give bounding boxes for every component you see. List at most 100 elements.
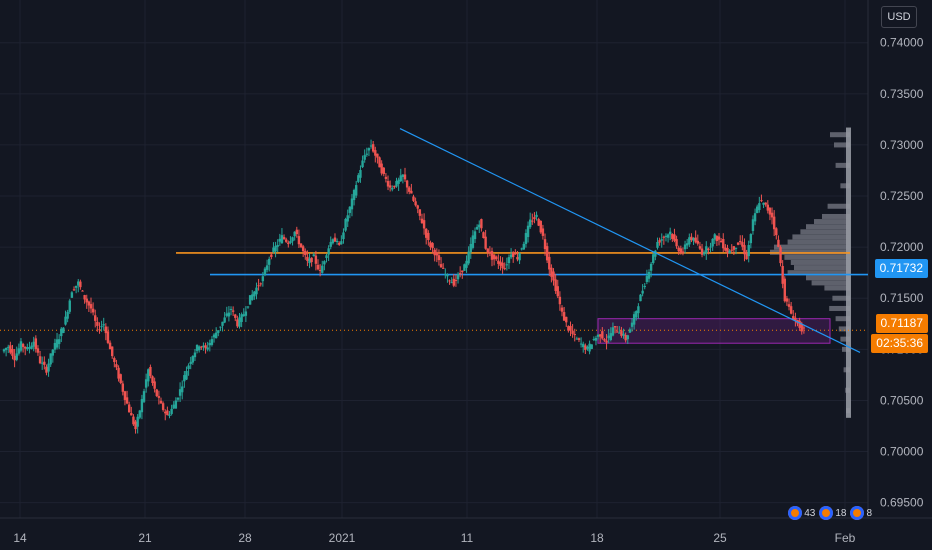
candle-body	[91, 308, 95, 313]
candle-body	[702, 252, 706, 255]
candle-body	[722, 238, 725, 249]
candle-body	[728, 250, 731, 254]
candle-body	[726, 248, 729, 254]
candle-body	[68, 300, 71, 312]
candle-body	[386, 181, 390, 187]
x-tick-label: 25	[713, 531, 727, 545]
candle-body	[637, 306, 640, 314]
candle-body	[130, 412, 133, 416]
candle-body	[785, 298, 789, 302]
candle-body	[325, 255, 328, 259]
candle-body	[274, 245, 277, 252]
candle-body	[711, 238, 714, 247]
event-badge[interactable]: 43	[788, 506, 815, 520]
candle-body	[287, 242, 290, 245]
candle-body	[57, 339, 61, 345]
event-badge[interactable]: 18	[819, 506, 846, 520]
candle-body	[149, 366, 152, 376]
candle-body	[172, 404, 175, 409]
candle-body	[151, 376, 154, 384]
candle-body	[441, 267, 445, 269]
candle-body	[98, 329, 101, 331]
candle-body	[121, 383, 125, 392]
trendline	[399, 128, 861, 353]
candle-body	[560, 307, 564, 312]
candle-body	[321, 265, 324, 273]
candle-body	[301, 246, 305, 252]
candle-body	[764, 202, 767, 205]
event-badges[interactable]: 43 18 8	[788, 506, 872, 520]
volume-profile-bar	[792, 234, 850, 240]
candle-body	[295, 229, 298, 235]
candle-body	[352, 189, 356, 201]
candle-body	[446, 274, 449, 277]
candle-body	[713, 234, 716, 240]
candle-body	[125, 397, 129, 404]
candle-body	[380, 163, 383, 174]
candle-body	[698, 246, 702, 249]
candle-body	[480, 219, 483, 229]
candle-body	[541, 228, 545, 236]
volume-profile-bar	[774, 244, 850, 250]
candle-body	[526, 225, 530, 238]
candle-body	[607, 335, 610, 339]
candle-body	[384, 176, 388, 179]
currency-button[interactable]: USD	[881, 6, 917, 28]
candle-body	[562, 312, 566, 321]
y-tick-label: 0.74000	[880, 36, 924, 50]
candle-body	[181, 386, 184, 393]
candle-body	[422, 220, 426, 229]
candle-body	[800, 323, 803, 332]
candle-body	[369, 145, 373, 147]
volume-profile-bar	[830, 132, 850, 138]
candle-body	[666, 234, 670, 238]
candle-body	[104, 326, 108, 334]
candle-body	[492, 254, 496, 260]
candle-body	[374, 150, 377, 156]
candle-body	[478, 224, 481, 228]
candle-body	[376, 153, 379, 158]
candle-body	[554, 279, 557, 291]
candle-body	[51, 349, 54, 356]
candle-body	[367, 148, 371, 151]
candle-body	[688, 237, 691, 245]
candle-body	[40, 362, 44, 364]
candle-body	[74, 285, 78, 288]
candle-body	[679, 248, 683, 253]
candle-body	[465, 260, 468, 268]
candle-body	[408, 187, 411, 192]
candle-body	[132, 416, 135, 425]
event-badge-count: 18	[835, 507, 847, 519]
candle-body	[594, 337, 598, 341]
candle-body	[388, 185, 392, 188]
volume-profile-bar	[840, 183, 850, 189]
candle-body	[792, 316, 795, 320]
candle-body	[749, 234, 753, 244]
candle-body	[550, 267, 553, 277]
candle-body	[482, 232, 485, 239]
x-tick-label: 2021	[329, 531, 356, 545]
candle-body	[690, 236, 693, 241]
candle-body	[425, 228, 428, 238]
candle-body	[649, 263, 653, 271]
candle-body	[304, 250, 307, 256]
candle-body	[87, 301, 91, 306]
candle-body	[371, 144, 375, 152]
y-tick-label: 0.73500	[880, 87, 924, 101]
candle-body	[89, 304, 93, 309]
candle-body	[227, 312, 231, 317]
candle-body	[346, 215, 349, 222]
candle-body	[603, 339, 606, 341]
candle-body	[217, 330, 220, 333]
candle-body	[654, 250, 657, 257]
candle-body	[405, 180, 409, 188]
candle-body	[212, 334, 216, 338]
event-badge-count: 8	[866, 507, 872, 519]
candle-body	[34, 338, 38, 350]
candle-body	[789, 306, 793, 314]
event-badge[interactable]: 8	[850, 506, 872, 520]
candle-body	[261, 276, 265, 282]
candle-body	[766, 204, 770, 211]
